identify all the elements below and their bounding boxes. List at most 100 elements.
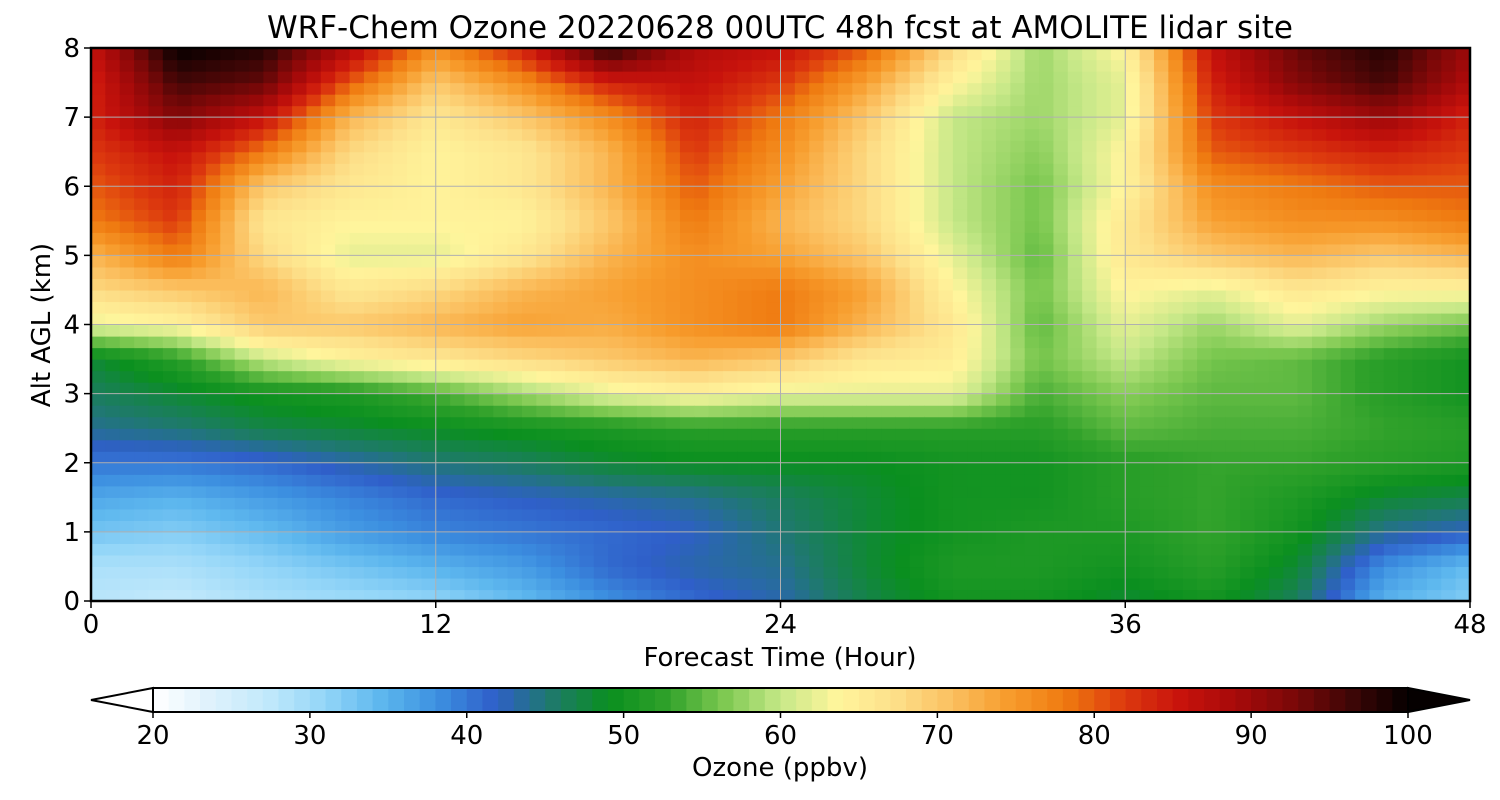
heatmap-cell — [938, 577, 954, 591]
heatmap-cell — [866, 105, 882, 118]
colorbar-swatch — [733, 688, 750, 712]
heatmap-cell — [751, 117, 767, 130]
heatmap-cell — [1182, 278, 1198, 291]
heatmap-cell — [507, 117, 523, 130]
heatmap-cell — [478, 416, 494, 429]
heatmap-cell — [565, 451, 580, 464]
heatmap-cell — [435, 48, 451, 61]
heatmap-cell — [1355, 278, 1371, 291]
heatmap-cell — [708, 359, 724, 372]
heatmap-cell — [995, 497, 1011, 510]
heatmap-cell — [1426, 266, 1442, 280]
heatmap-cell — [1039, 554, 1055, 568]
heatmap-cell — [1082, 416, 1098, 429]
heatmap-cell — [1326, 105, 1342, 118]
heatmap-cell — [1398, 428, 1414, 441]
heatmap-cell — [1426, 324, 1442, 337]
heatmap-cell — [105, 520, 121, 533]
heatmap-cell — [349, 497, 365, 510]
heatmap-cell — [306, 301, 322, 314]
heatmap-cell — [967, 416, 983, 429]
heatmap-cell — [1355, 209, 1371, 222]
heatmap-cell — [766, 243, 782, 256]
heatmap-cell — [895, 232, 911, 245]
y-tick-label: 4 — [63, 311, 80, 341]
heatmap-cell — [1053, 128, 1069, 141]
heatmap-cell — [205, 117, 221, 130]
heatmap-cell — [1412, 255, 1428, 268]
heatmap-cell — [162, 508, 178, 521]
heatmap-cell — [435, 151, 451, 164]
heatmap-cell — [1283, 416, 1299, 429]
heatmap-cell — [1383, 71, 1399, 84]
heatmap-cell — [995, 71, 1011, 84]
heatmap-cell — [263, 140, 279, 153]
heatmap-cell — [895, 577, 911, 591]
heatmap-cell — [1297, 405, 1313, 418]
heatmap-cell — [1010, 589, 1026, 601]
heatmap-cell — [1096, 128, 1112, 141]
heatmap-cell — [579, 393, 595, 406]
heatmap-cell — [335, 336, 351, 349]
heatmap-cell — [1153, 174, 1169, 187]
heatmap-cell — [866, 566, 882, 579]
heatmap-cell — [234, 151, 250, 164]
heatmap-cell — [694, 197, 710, 210]
heatmap-cell — [1254, 531, 1270, 544]
heatmap-cell — [1082, 151, 1098, 164]
heatmap-cell — [708, 255, 724, 268]
heatmap-cell — [809, 186, 825, 199]
heatmap-cell — [608, 543, 624, 556]
heatmap-cell — [1010, 428, 1026, 441]
heatmap-cell — [837, 197, 853, 210]
colorbar-label: Ozone (ppbv) — [692, 753, 868, 783]
heatmap-cell — [593, 71, 609, 84]
heatmap-cell — [1182, 312, 1198, 326]
heatmap-cell — [967, 59, 983, 72]
heatmap-cell — [507, 554, 523, 568]
heatmap-cell — [780, 117, 796, 130]
heatmap-cell — [924, 393, 940, 406]
heatmap-cell — [1383, 382, 1399, 395]
heatmap-cell — [148, 71, 164, 84]
heatmap-cell — [1355, 243, 1371, 256]
heatmap-cell — [967, 312, 983, 326]
heatmap-cell — [493, 393, 509, 406]
heatmap-cell — [1340, 255, 1356, 268]
heatmap-cell — [1412, 94, 1428, 107]
heatmap-cell — [866, 336, 882, 349]
heatmap-cell — [651, 151, 667, 164]
heatmap-cell — [1225, 174, 1241, 187]
heatmap-cell — [1283, 520, 1299, 533]
heatmap-cell — [91, 566, 106, 579]
heatmap-cell — [852, 451, 868, 464]
heatmap-cell — [1153, 451, 1169, 464]
heatmap-cell — [119, 71, 135, 84]
heatmap-cell — [421, 462, 437, 475]
heatmap-cell — [306, 336, 322, 349]
heatmap-cell — [177, 474, 193, 487]
heatmap-cell — [464, 209, 480, 222]
heatmap-cell — [809, 359, 825, 372]
heatmap-cell — [493, 589, 509, 601]
heatmap-cell — [636, 197, 652, 210]
heatmap-cell — [220, 370, 236, 383]
heatmap-cell — [622, 163, 638, 176]
heatmap-cell — [593, 94, 609, 107]
y-tick-label: 2 — [63, 449, 80, 479]
heatmap-cell — [766, 589, 782, 601]
heatmap-cell — [1340, 48, 1356, 61]
heatmap-cell — [938, 370, 954, 383]
heatmap-cell — [723, 151, 738, 164]
heatmap-cell — [550, 462, 566, 475]
heatmap-cell — [450, 59, 466, 72]
heatmap-cell — [1182, 439, 1198, 452]
heatmap-cell — [1268, 117, 1284, 130]
heatmap-cell — [981, 531, 997, 544]
heatmap-cell — [766, 278, 782, 291]
heatmap-cell — [1311, 589, 1327, 601]
heatmap-cell — [1039, 71, 1055, 84]
heatmap-cell — [1010, 209, 1026, 222]
heatmap-cell — [751, 186, 767, 199]
heatmap-cell — [924, 289, 940, 303]
